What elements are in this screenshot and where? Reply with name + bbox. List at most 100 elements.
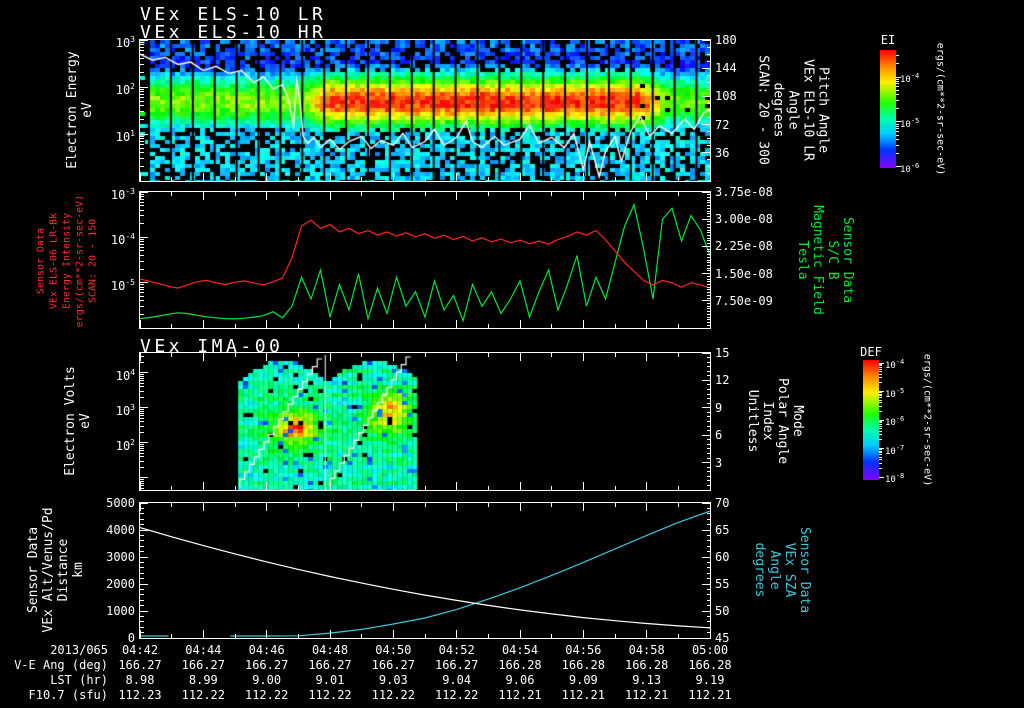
- colorbar-tick-label: 10-5: [885, 386, 905, 400]
- y-axis-tick: [707, 210, 710, 212]
- y-axis-tick: [140, 198, 144, 200]
- y-axis-tick: [140, 485, 144, 487]
- x-tick-label: 04:44: [185, 643, 222, 657]
- x-axis-tick: [392, 482, 394, 490]
- x-axis-tick: [171, 177, 173, 181]
- x-axis-tick: [424, 486, 426, 490]
- y-axis-tick: [707, 292, 710, 294]
- y-axis-tick: [140, 556, 144, 558]
- x-axis-tick: [202, 173, 204, 181]
- y-tick-label: 4000: [106, 523, 135, 537]
- y-axis-tick: [140, 133, 148, 135]
- colorbar-gradient: [863, 360, 879, 480]
- y-tick-label: 5000: [106, 496, 135, 510]
- y-axis-tick: [707, 205, 710, 207]
- y-axis-tick: [707, 308, 710, 310]
- colorbar-minor-tick: [896, 100, 899, 102]
- y-axis-tick: [140, 205, 144, 207]
- y-axis-tick: [707, 313, 710, 315]
- def-colorbar: [863, 360, 884, 480]
- colorbar-minor-tick: [896, 78, 899, 80]
- x-axis-tick: [361, 353, 363, 357]
- x-axis-tick: [519, 353, 521, 361]
- panel1-title-hr: VEx ELS-10 HR: [140, 22, 327, 43]
- x-axis-tick: [392, 353, 394, 361]
- y-axis-tick: [140, 502, 148, 504]
- y-axis-tick: [707, 311, 710, 313]
- y-axis-tick: [140, 147, 144, 149]
- y-axis-tick: [140, 327, 148, 329]
- y-axis-tick: [140, 383, 144, 385]
- y-axis-tick: [140, 282, 148, 284]
- x-axis-tick: [582, 482, 584, 490]
- y-axis-tick: [707, 524, 710, 526]
- x-tick-label: 04:52: [438, 643, 475, 657]
- colorbar-minor-tick: [896, 131, 899, 133]
- info-row-value: 166.28: [624, 658, 669, 672]
- x-axis-tick: [234, 486, 236, 490]
- y-axis-tick: [707, 229, 710, 231]
- y-axis-tick: [707, 407, 710, 409]
- y-axis-tick: [707, 110, 710, 111]
- info-row-value: 9.06: [505, 673, 535, 687]
- x-axis-tick: [614, 503, 616, 507]
- y-axis-tick: [707, 305, 710, 307]
- y-tick-label: 2.25e-08: [715, 239, 773, 254]
- colorbar-minor-tick: [879, 395, 882, 397]
- y-axis-tick: [707, 207, 710, 209]
- y-axis-tick: [140, 215, 144, 217]
- y-axis-tick: [707, 46, 710, 48]
- x-axis-tick: [551, 177, 553, 181]
- y-axis-tick: [140, 390, 144, 392]
- y-axis-tick: [707, 95, 710, 97]
- y-axis-tick: [140, 209, 144, 211]
- y-axis-tick: [707, 275, 710, 277]
- y-axis-tick: [707, 262, 710, 264]
- y-axis-tick: [707, 226, 710, 228]
- y-axis-tick: [140, 72, 144, 74]
- x-axis-tick: [456, 482, 458, 490]
- y-axis-tick: [702, 610, 710, 612]
- y-axis-tick: [707, 196, 710, 198]
- x-axis-tick: [519, 173, 521, 181]
- colorbar-minor-tick: [896, 125, 899, 127]
- y-axis-tick: [140, 410, 144, 412]
- x-axis-tick: [614, 353, 616, 357]
- x-axis-tick: [392, 192, 394, 200]
- y-axis-tick: [140, 450, 144, 452]
- y-axis-tick: [707, 402, 710, 404]
- colorbar-minor-tick: [879, 392, 882, 394]
- y-axis-tick: [140, 556, 148, 558]
- x-axis-tick: [646, 173, 648, 181]
- axis-label-text: Electron Energy eV: [65, 51, 95, 169]
- x-axis-tick: [139, 630, 141, 638]
- info-row-value: 166.27: [118, 658, 162, 672]
- y-axis-tick: [707, 398, 710, 400]
- y-axis-tick: [140, 91, 144, 93]
- y-axis-tick: [707, 327, 710, 329]
- y-axis-tick: [140, 407, 148, 409]
- y-tick-label: 3.75e-08: [715, 185, 773, 199]
- x-axis-tick: [392, 503, 394, 511]
- y-axis-tick: [707, 393, 710, 395]
- info-row-value: 166.27: [434, 658, 479, 672]
- colorbar-tick-label: 10-6: [885, 415, 905, 428]
- y-axis-tick: [707, 259, 710, 261]
- y-axis-tick: [707, 457, 710, 459]
- x-axis-tick: [709, 353, 711, 361]
- y-axis-tick: [707, 322, 710, 324]
- x-axis-tick: [171, 634, 173, 638]
- y-axis-tick: [140, 201, 144, 203]
- y-tick-label: 72: [715, 117, 730, 132]
- y-axis-tick: [707, 621, 710, 623]
- x-axis-tick: [614, 192, 616, 196]
- x-axis-tick: [424, 503, 426, 507]
- y-axis-tick: [707, 375, 710, 377]
- x-axis-tick: [266, 353, 268, 361]
- y-axis-tick: [140, 610, 144, 612]
- axis-label-text: Pitch Angle VEx ELS-10 LR Angle degrees …: [755, 55, 831, 165]
- y-axis-tick: [707, 194, 710, 196]
- y-axis-tick: [140, 488, 144, 490]
- info-row-value: 9.04: [442, 673, 472, 687]
- x-axis-tick: [709, 192, 711, 200]
